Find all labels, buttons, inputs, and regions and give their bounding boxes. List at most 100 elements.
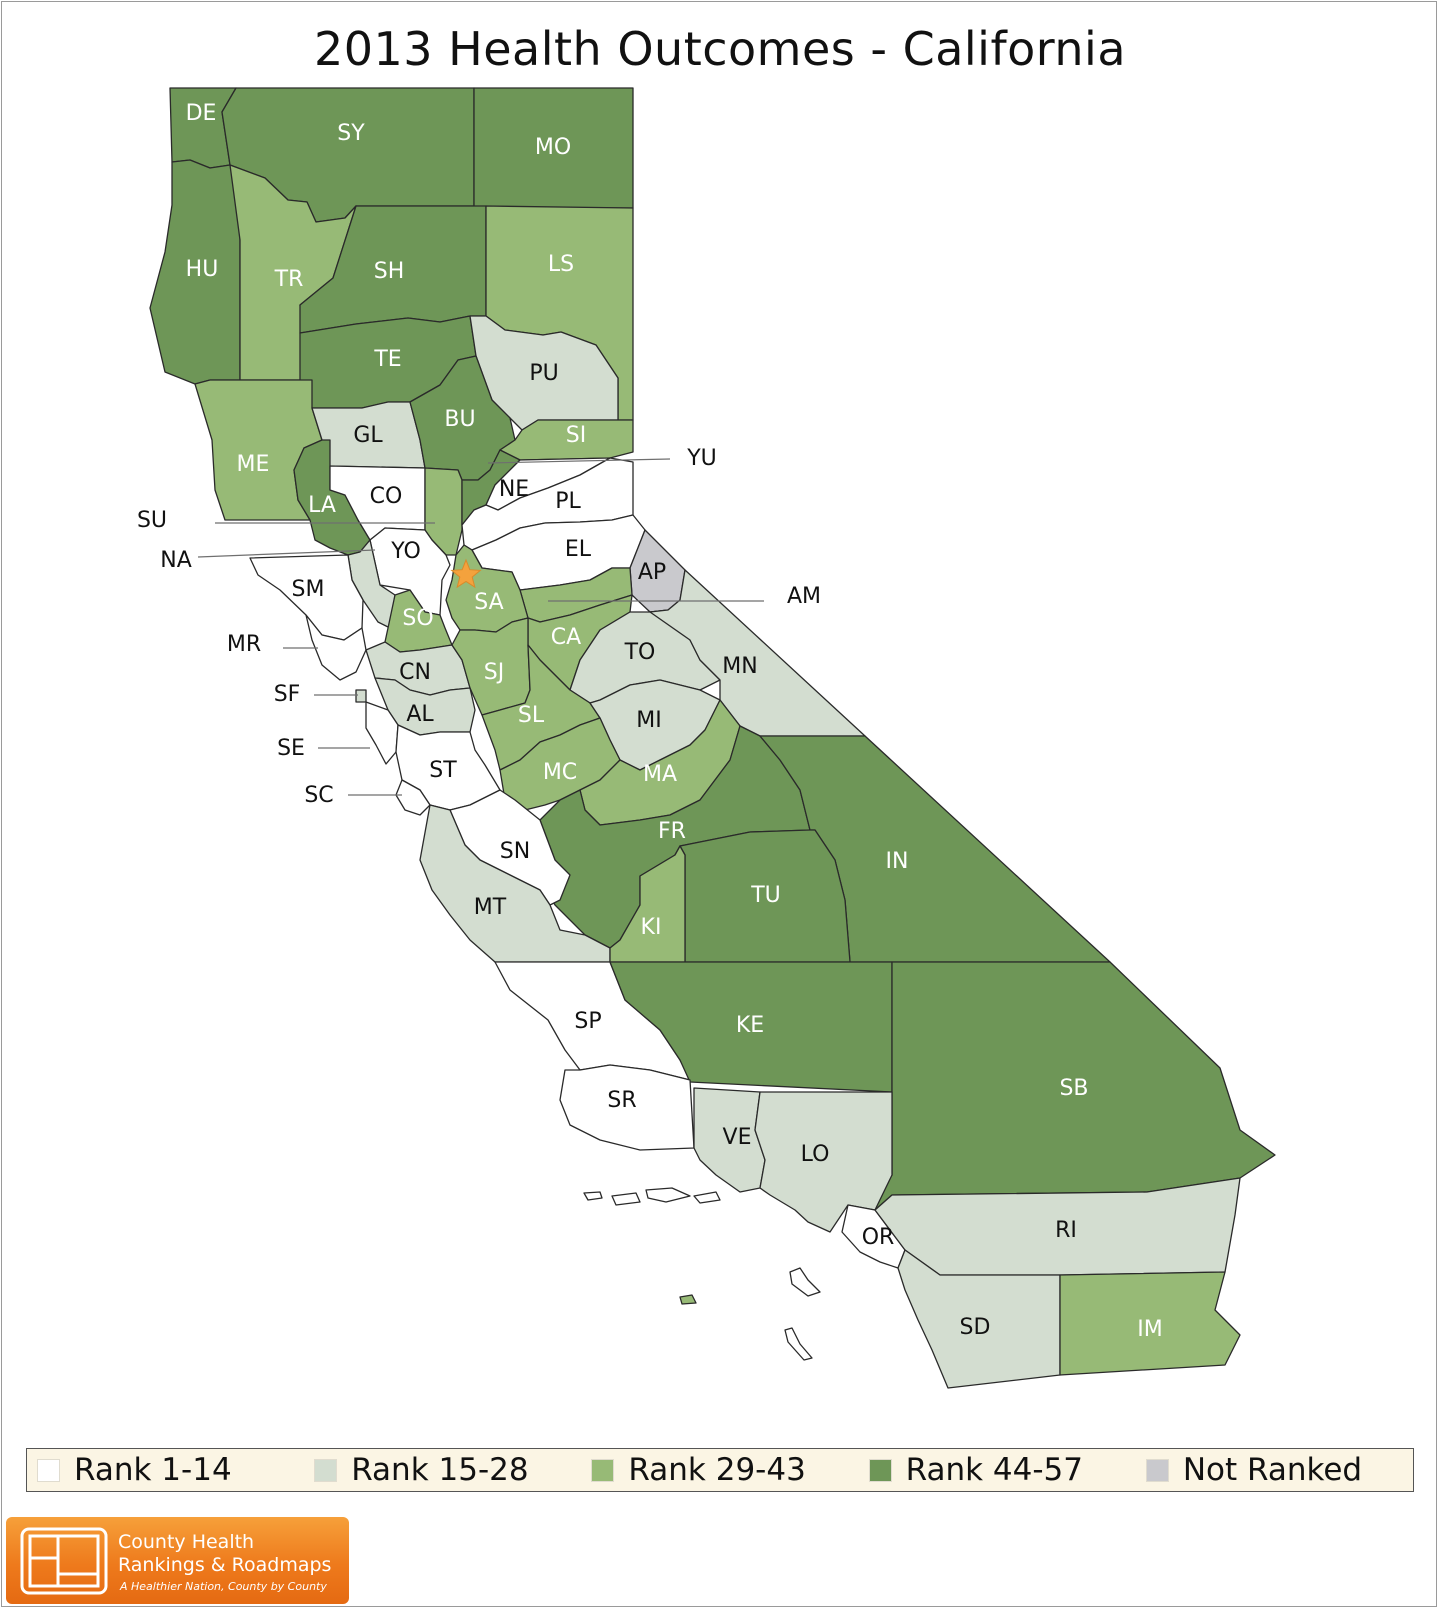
county-label-or: OR — [862, 1225, 895, 1250]
county-label-sf: SF — [274, 682, 301, 707]
legend-label: Rank 29-43 — [628, 1452, 806, 1488]
county-label-st: ST — [429, 758, 457, 783]
county-shapes — [149, 87, 1276, 1389]
channel-island — [583, 1191, 603, 1201]
legend-label: Rank 44-57 — [905, 1452, 1083, 1488]
county-label-so: SO — [402, 606, 433, 631]
county-label-im: IM — [1137, 1317, 1162, 1342]
county-label-mr: MR — [227, 632, 261, 657]
county-label-hu: HU — [186, 257, 219, 282]
county-label-sn: SN — [500, 839, 530, 864]
county-label-ls: LS — [548, 252, 574, 277]
county-label-sy: SY — [337, 121, 365, 146]
page-title: 2013 Health Outcomes - California — [313, 22, 1127, 76]
county-label-sl: SL — [518, 703, 545, 728]
county-lo — [754, 1091, 893, 1233]
capital-marker — [450, 558, 482, 589]
county-label-la: LA — [308, 493, 336, 518]
legend-label: Rank 1-14 — [74, 1452, 232, 1488]
county-label-sa: SA — [474, 590, 503, 615]
county-mr — [305, 614, 367, 681]
county-label-si: SI — [566, 423, 586, 448]
county-label-el: EL — [565, 537, 592, 562]
county-labels: DE SY MO HU TR SH LS TE PU ME GL BU SI LA CO SU YU NE PL YO… — [137, 101, 1163, 1342]
county-health-rankings-logo: County Health Rankings & Roadmaps A Heal… — [6, 1517, 349, 1604]
logo-tagline: A Healthier Nation, County by County — [120, 1580, 327, 1593]
legend-item-rank-44-57: Rank 44-57 — [859, 1452, 1136, 1488]
county-label-yo: YO — [390, 539, 421, 564]
county-sf — [355, 689, 367, 703]
county-label-pl: PL — [555, 489, 581, 514]
county-label-tu: TU — [750, 883, 781, 908]
logo-title-line-1: County Health — [118, 1531, 255, 1553]
county-label-sh: SH — [374, 259, 405, 284]
county-im — [1059, 1271, 1241, 1376]
leader-line-na — [197, 549, 376, 558]
legend-label: Rank 15-28 — [351, 1452, 529, 1488]
county-label-ke: KE — [736, 1013, 764, 1038]
county-mt — [419, 804, 611, 963]
legend-item-rank-29-43: Rank 29-43 — [581, 1452, 858, 1488]
channel-island — [693, 1191, 721, 1204]
county-label-to: TO — [624, 640, 656, 665]
county-label-mc: MC — [543, 760, 577, 785]
channel-island — [611, 1192, 641, 1206]
county-label-sd: SD — [960, 1315, 991, 1340]
county-label-sc: SC — [304, 783, 333, 808]
county-label-ca: CA — [551, 625, 581, 650]
county-label-me: ME — [237, 452, 270, 477]
county-label-ma: MA — [643, 762, 677, 787]
channel-island — [679, 1294, 697, 1305]
county-label-ap: AP — [638, 560, 666, 585]
county-label-yu: YU — [686, 446, 717, 471]
county-label-ri: RI — [1055, 1218, 1077, 1243]
legend-item-not-ranked: Not Ranked — [1136, 1452, 1413, 1488]
county-label-su: SU — [137, 508, 167, 533]
legend-swatch — [37, 1458, 60, 1482]
county-label-sr: SR — [607, 1088, 636, 1113]
star-icon — [450, 558, 482, 589]
channel-island — [645, 1187, 691, 1203]
county-label-mt: MT — [474, 895, 507, 920]
legend-label: Not Ranked — [1182, 1452, 1363, 1488]
county-label-ki: KI — [641, 915, 662, 940]
county-label-sp: SP — [574, 1009, 601, 1034]
county-label-sb: SB — [1059, 1076, 1088, 1101]
county-label-co: CO — [370, 484, 403, 509]
roadmap-logo-icon — [20, 1527, 108, 1595]
county-label-pu: PU — [529, 361, 558, 386]
county-label-mi: MI — [636, 708, 661, 733]
county-label-na: NA — [160, 548, 192, 573]
legend-swatch — [591, 1458, 615, 1482]
county-se — [365, 701, 399, 765]
county-label-ve: VE — [723, 1125, 752, 1150]
legend-swatch — [1145, 1458, 1169, 1482]
county-label-se: SE — [277, 736, 305, 761]
county-label-te: TE — [373, 347, 401, 372]
county-label-lo: LO — [801, 1142, 830, 1167]
county-label-tr: TR — [274, 267, 304, 292]
county-label-mn: MN — [722, 654, 757, 679]
county-yo — [369, 527, 451, 616]
legend-item-rank-15-28: Rank 15-28 — [304, 1452, 581, 1488]
county-label-in: IN — [886, 849, 909, 874]
legend: Rank 1-14 Rank 15-28 Rank 29-43 Rank 44-… — [26, 1448, 1414, 1492]
leader-lines — [197, 458, 764, 796]
legend-swatch — [314, 1458, 338, 1482]
county-label-sm: SM — [292, 577, 325, 602]
county-label-bu: BU — [444, 407, 475, 432]
channel-island — [784, 1327, 813, 1361]
county-label-de: DE — [186, 101, 217, 126]
county-label-al: AL — [406, 702, 434, 727]
county-label-cn: CN — [399, 660, 431, 685]
county-label-mo: MO — [535, 135, 571, 160]
legend-item-rank-1-14: Rank 1-14 — [27, 1452, 304, 1488]
logo-title-line-2: Rankings & Roadmaps — [118, 1554, 332, 1576]
county-label-am: AM — [787, 584, 821, 609]
county-label-fr: FR — [658, 819, 686, 844]
legend-swatch — [868, 1458, 892, 1482]
county-label-ne: NE — [499, 477, 529, 502]
california-map: DE SY MO HU TR SH LS TE PU ME GL BU SI LA CO SU YU NE PL YO… — [137, 87, 1276, 1389]
county-sd — [897, 1249, 1061, 1389]
leader-line-yu — [487, 458, 671, 464]
